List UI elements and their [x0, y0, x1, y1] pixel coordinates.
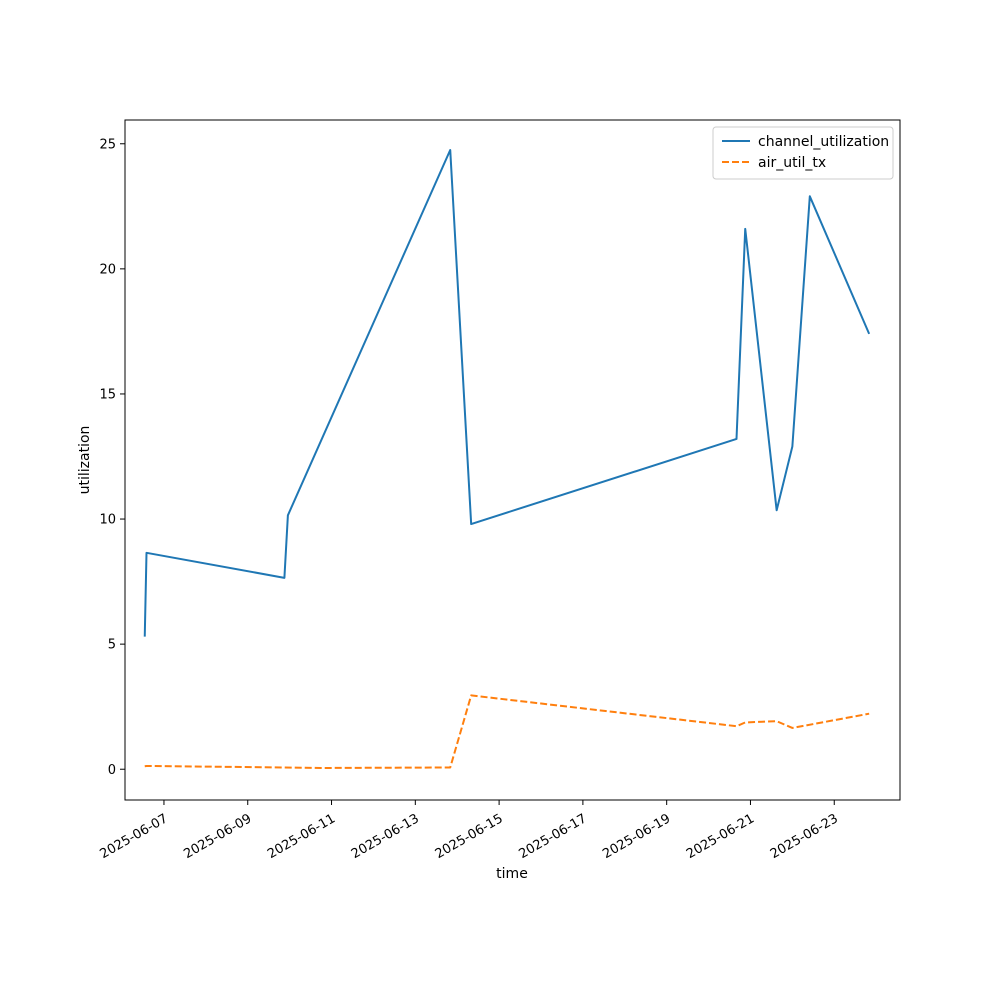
- y-tick-label-2: 10: [99, 513, 116, 528]
- series-line-channel-utilization: [143, 149, 871, 637]
- plot-frame: [124, 119, 901, 801]
- y-tick-label-3: 15: [99, 388, 116, 403]
- y-tick-label-4: 20: [99, 262, 116, 277]
- y-tick-label-5: 25: [99, 137, 116, 152]
- legend-box: [712, 126, 894, 180]
- x-axis-label: time: [496, 866, 528, 882]
- y-axis-label: utilization: [77, 426, 93, 495]
- y-tick-label-0: 0: [108, 763, 116, 778]
- legend-label-channel-utilization: channel_utilization: [758, 134, 889, 150]
- series-layer: [143, 149, 871, 769]
- legend-label-air-util-tx: air_util_tx: [758, 155, 826, 171]
- legend: channel_utilization air_util_tx: [712, 126, 894, 180]
- series-line-air-util-tx: [144, 694, 870, 769]
- y-axis: 0 5 10 15 20 25: [99, 137, 125, 778]
- y-tick-label-1: 5: [108, 638, 116, 653]
